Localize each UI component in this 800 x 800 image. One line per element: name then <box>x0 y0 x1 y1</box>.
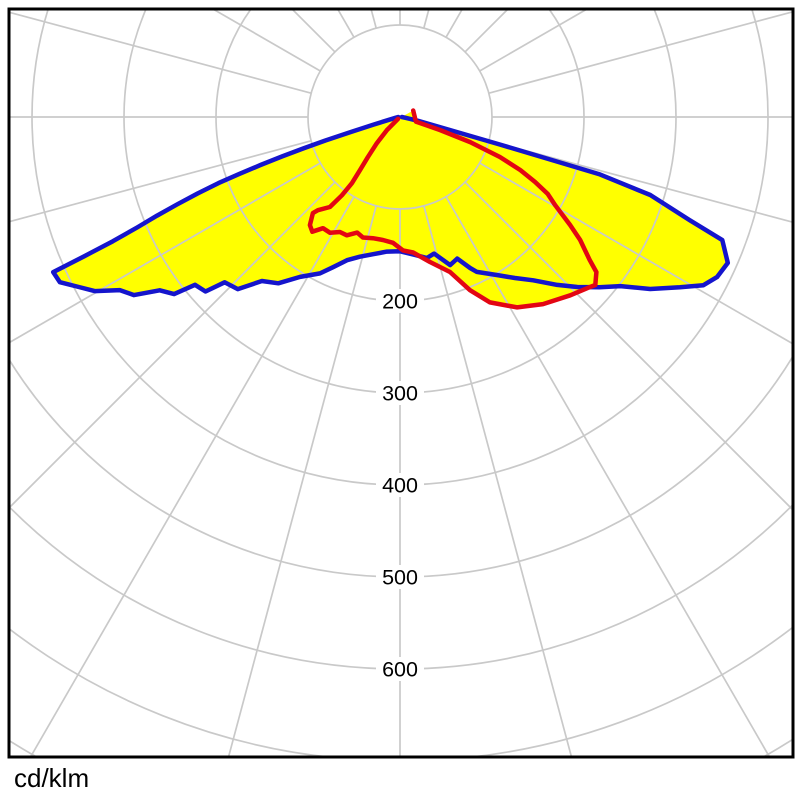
ring-label-600: 600 <box>382 658 418 682</box>
radial-line-30 <box>445 196 771 757</box>
ring-label-200: 200 <box>382 290 418 314</box>
radial-line-15 <box>422 205 573 757</box>
radial-line-330 <box>29 196 355 757</box>
chart-border <box>7 7 795 759</box>
ring-labels: 200 300 400 500 600 <box>376 289 424 682</box>
radial-line-300 <box>9 162 321 344</box>
ring-label-bg <box>376 289 424 313</box>
radial-line-75 <box>488 139 793 224</box>
ring-label-500: 500 <box>382 566 418 590</box>
radial-line-105 <box>488 10 793 95</box>
radial-line-315 <box>9 181 336 510</box>
radial-line-285 <box>9 139 312 223</box>
red-curve <box>307 108 599 310</box>
ring-label-300: 300 <box>382 382 418 406</box>
radial-line-195 <box>370 9 378 29</box>
ring-label-bg <box>376 381 424 405</box>
ring-label-bg <box>376 473 424 497</box>
radial-line-60 <box>479 162 793 345</box>
blue-curve <box>50 114 731 298</box>
ring-label-bg <box>376 565 424 589</box>
radial-line-255 <box>9 11 312 95</box>
unit-label: cd/klm <box>14 763 90 793</box>
ring-label-bg <box>376 657 424 681</box>
radial-line-165 <box>422 9 430 29</box>
radial-line-45 <box>464 181 793 512</box>
radial-line-345 <box>227 205 378 757</box>
ring-label-400: 400 <box>382 474 418 498</box>
